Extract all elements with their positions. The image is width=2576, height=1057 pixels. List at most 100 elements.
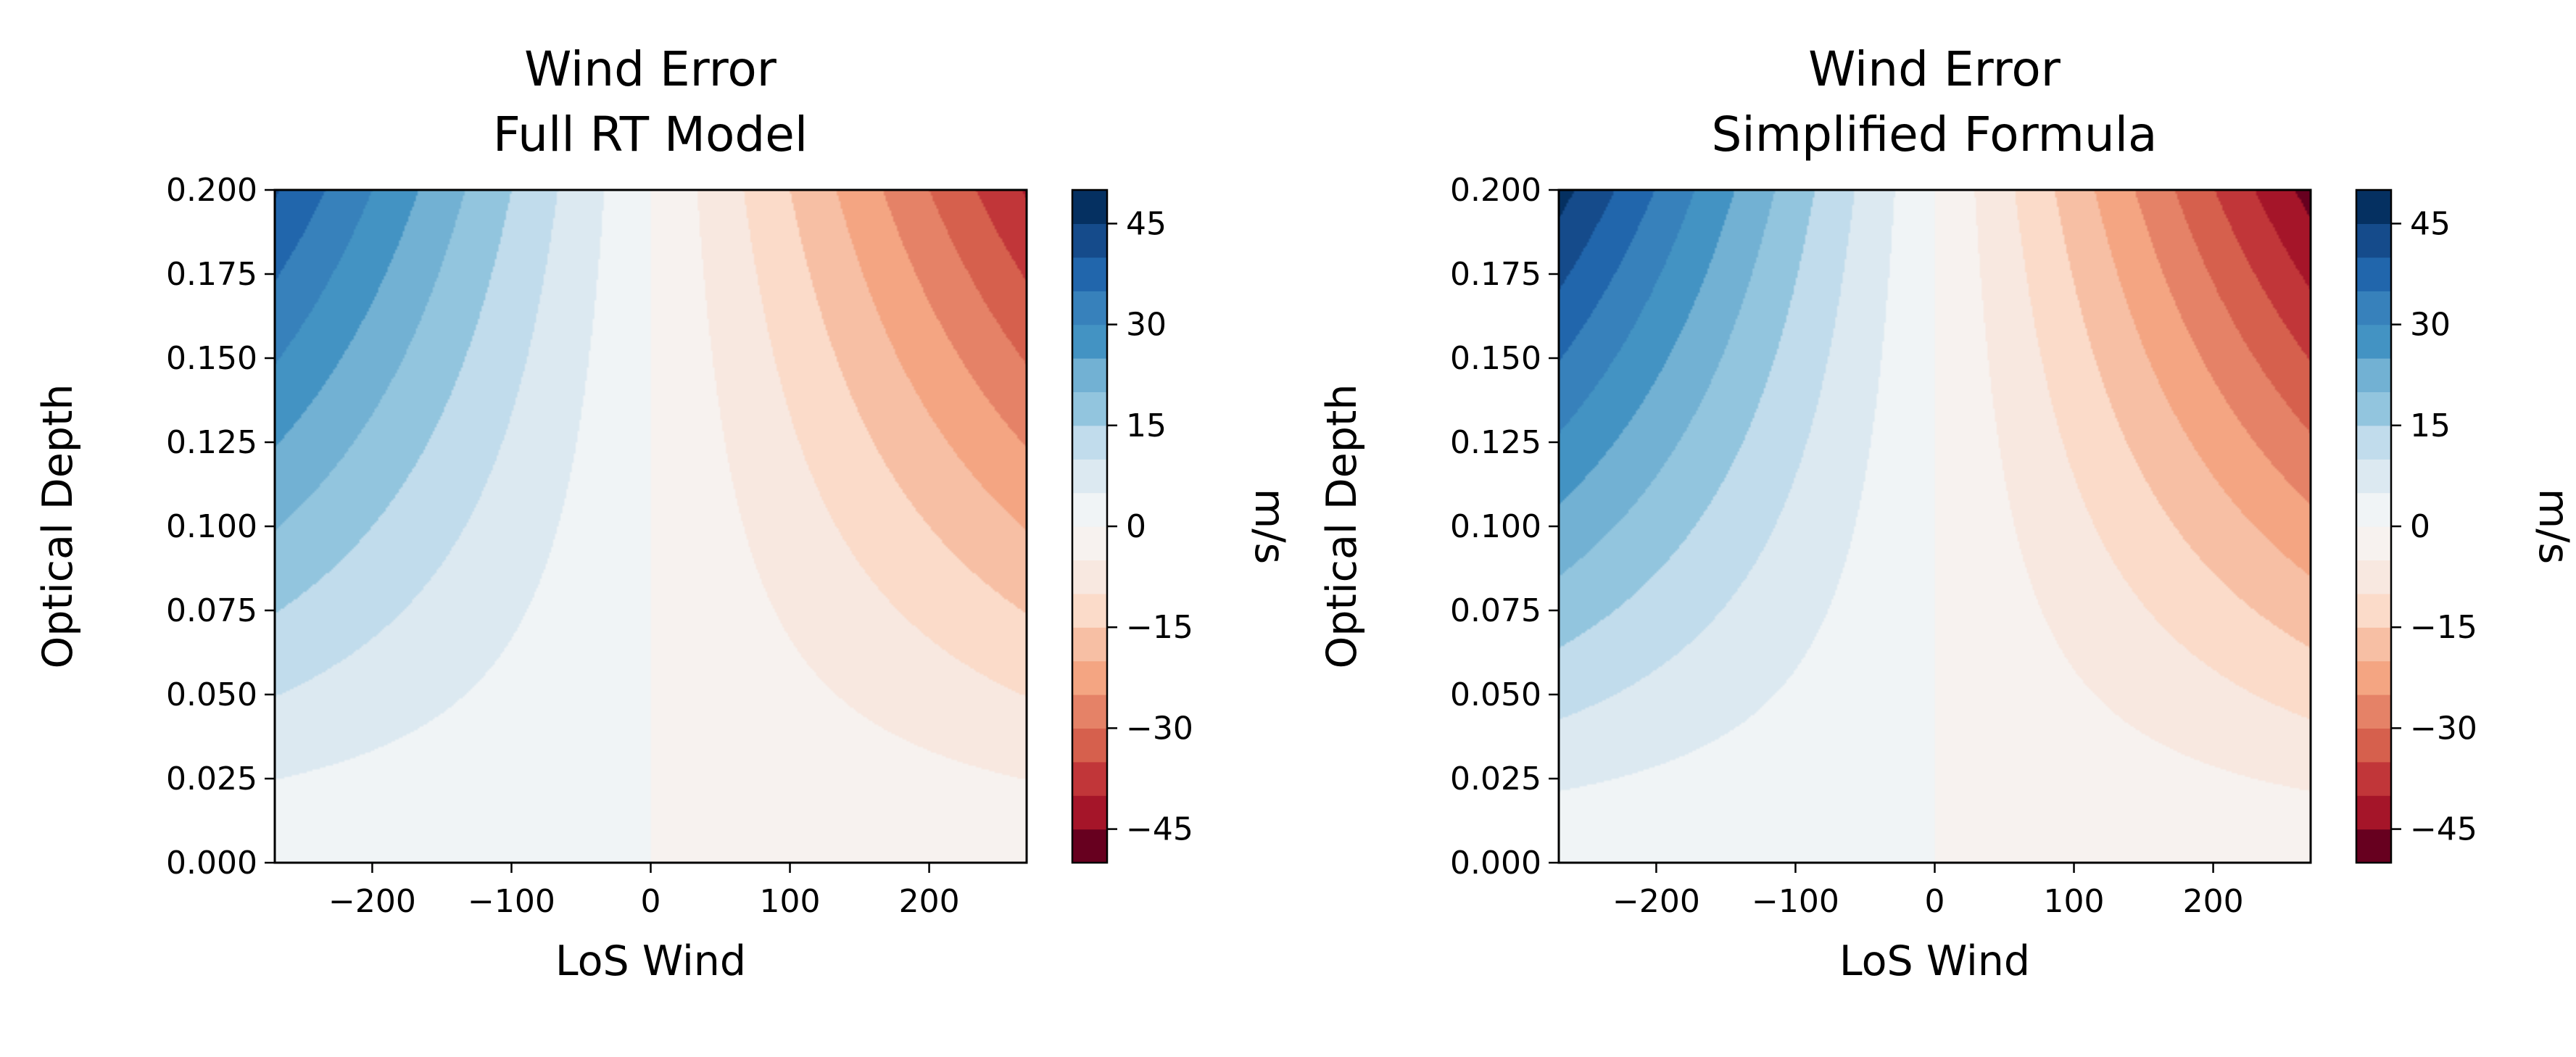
subplot-full-rt-model: Wind Error Full RT Model −200 −100 0 100 200 0.… [34, 41, 1293, 985]
y-axis-label: Optical Depth [34, 384, 82, 668]
colorbar-tick-label: 15 [2410, 407, 2451, 444]
colorbar-tick-label: −30 [2410, 710, 2477, 747]
colorbar-label: m/s [2530, 489, 2576, 564]
y-tick-label: 0.175 [166, 256, 257, 293]
chart-title-line: Simplified Formula [1711, 107, 2157, 162]
x-tick-label: 0 [1925, 883, 1945, 920]
colorbar-band [1072, 190, 1107, 224]
colorbar-band [2356, 526, 2391, 560]
x-tick-label: 100 [760, 883, 821, 920]
x-tick-label: 200 [899, 883, 960, 920]
x-tick-label: −100 [468, 883, 555, 920]
x-tick-label: 100 [2044, 883, 2105, 920]
colorbar-band [2356, 257, 2391, 291]
colorbar-band [2356, 627, 2391, 662]
colorbar-band [2356, 695, 2391, 729]
y-tick-label: 0.200 [1450, 172, 1541, 209]
x-tick-label: −200 [328, 883, 416, 920]
colorbar: 45 30 15 0 −15 −30 −45 m/s [2355, 188, 2576, 864]
colorbar-band [1072, 257, 1107, 291]
y-tick-label: 0.150 [166, 340, 257, 377]
y-tick-label: 0.150 [1450, 340, 1541, 377]
colorbar-band [1072, 492, 1107, 527]
colorbar-band [1072, 223, 1107, 258]
x-tick-label: 200 [2183, 883, 2244, 920]
colorbar-band [2356, 425, 2391, 460]
colorbar-band [1072, 459, 1107, 494]
y-tick-label: 0.000 [166, 845, 257, 882]
colorbar-tick-label: 30 [1126, 307, 1167, 344]
contour-field [1559, 190, 2311, 863]
colorbar-tick-label: 0 [2410, 508, 2430, 545]
colorbar-band [2356, 324, 2391, 359]
colorbar-band [2356, 560, 2391, 594]
colorbar-band [2356, 660, 2391, 695]
y-tick-label: 0.100 [166, 508, 257, 545]
y-tick-label: 0.000 [1450, 845, 1541, 882]
y-tick-label: 0.100 [1450, 508, 1541, 545]
colorbar-tick-label: −45 [2410, 811, 2477, 848]
colorbar-tick-label: 45 [1126, 205, 1167, 242]
colorbar-band [2356, 190, 2391, 224]
colorbar-band [1072, 358, 1107, 392]
colorbar-band [1072, 627, 1107, 662]
y-tick-label: 0.050 [1450, 676, 1541, 713]
colorbar-band [2356, 391, 2391, 426]
colorbar-tick-label: 15 [1126, 407, 1167, 444]
y-tick-label: 0.125 [166, 424, 257, 461]
colorbar-band [1072, 593, 1107, 628]
colorbar-band [1072, 526, 1107, 560]
chart-title: Wind Error Simplified Formula [1711, 41, 2157, 162]
colorbar-band [1072, 291, 1107, 326]
colorbar-band [2356, 795, 2391, 830]
colorbar-tick-label: −15 [1126, 609, 1193, 646]
colorbar-band [2356, 492, 2391, 527]
y-axis-label: Optical Depth [1318, 384, 1366, 668]
colorbar-band [2356, 593, 2391, 628]
colorbar-tick-label: 45 [2410, 205, 2451, 242]
x-axis-label: LoS Wind [555, 937, 746, 985]
chart-title: Wind Error Full RT Model [493, 41, 808, 162]
y-tick-label: 0.075 [166, 592, 257, 629]
x-tick-label: 0 [641, 883, 661, 920]
colorbar-label: m/s [1246, 489, 1293, 564]
colorbar-tick-label: −30 [1126, 710, 1193, 747]
y-tick-label: 0.025 [166, 760, 257, 797]
colorbar-band [2356, 358, 2391, 392]
colorbar: 45 30 15 0 −15 −30 −45 m/s [1071, 188, 1293, 864]
colorbar-tick-label: 30 [2410, 307, 2451, 344]
colorbar-band [2356, 728, 2391, 763]
colorbar-band [1072, 425, 1107, 460]
chart-title-line: Full RT Model [493, 107, 808, 162]
y-tick-label: 0.200 [166, 172, 257, 209]
x-tick-label: −100 [1752, 883, 1839, 920]
chart-title-line: Wind Error [524, 41, 777, 97]
colorbar-band [1072, 728, 1107, 763]
colorbar-band [2356, 291, 2391, 326]
colorbar-band [1072, 391, 1107, 426]
colorbar-tick-label: −15 [2410, 609, 2477, 646]
colorbar-band [1072, 660, 1107, 695]
y-tick-label: 0.125 [1450, 424, 1541, 461]
subplot-simplified-formula: Wind Error Simplified Formula −200 −100 0 100… [1318, 41, 2576, 985]
chart-title-line: Wind Error [1808, 41, 2061, 97]
x-axis-label: LoS Wind [1839, 937, 2030, 985]
y-tick-label: 0.025 [1450, 760, 1541, 797]
colorbar-tick-label: −45 [1126, 811, 1193, 848]
colorbar-band [2356, 459, 2391, 494]
colorbar-band [1072, 560, 1107, 594]
colorbar-band [1072, 829, 1107, 863]
colorbar-tick-label: 0 [1126, 508, 1146, 545]
y-tick-label: 0.075 [1450, 592, 1541, 629]
colorbar-band [1072, 795, 1107, 830]
colorbar-band [2356, 829, 2391, 863]
colorbar-band [1072, 324, 1107, 359]
colorbar-band [1072, 761, 1107, 796]
y-tick-label: 0.175 [1450, 256, 1541, 293]
colorbar-band [1072, 695, 1107, 729]
colorbar-band [2356, 223, 2391, 258]
y-tick-label: 0.050 [166, 676, 257, 713]
contour-field [275, 190, 1027, 863]
colorbar-band [2356, 761, 2391, 796]
